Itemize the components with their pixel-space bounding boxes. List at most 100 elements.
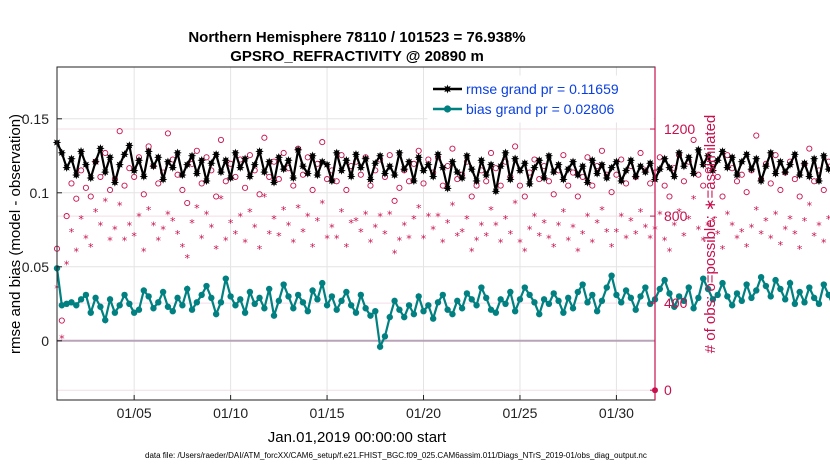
rmse-point [221,156,230,165]
obs-assimilated-point: * [782,224,788,237]
rmse-point [443,184,452,193]
right-axis-label: # of obs: o=possible; ∗=assimilated [702,115,719,354]
obs-possible-point [217,136,225,143]
bias-point [164,303,172,310]
rmse-point [269,178,279,187]
series-rmse [52,138,830,196]
bias-point [815,300,823,307]
rmse-point [655,164,665,174]
obs-assimilated-point: * [672,219,678,232]
rmse-point [588,156,597,165]
obs-assimilated-point: * [295,202,301,215]
rmse-point [154,153,163,162]
obs-possible-point [116,128,123,135]
rmse-point [57,148,67,158]
series-obs-assimilated: * * * * * * * * * * * * * * * * * * * * * * * * * * * * * * * * * * * * * * * *… [54,191,830,345]
rmse-point [718,147,727,156]
bias-point [265,285,273,293]
legend-box [427,75,654,123]
obs-assimilated-point: * [816,219,822,232]
obs-assimilated-point: * [204,208,210,221]
rmse-point [790,150,800,159]
rmse-point [419,166,428,175]
obs-assimilated-point: * [102,195,108,208]
obs-assimilated-point: * [590,237,596,250]
bias-point [77,296,85,303]
bias-point [550,290,557,297]
rmse-point [602,173,611,183]
obs-assimilated-point: * [643,221,649,234]
obs-assimilated-point: * [98,219,104,232]
bias-point [589,291,596,299]
right-tick-label: 400 [664,295,688,311]
rmse-point [67,154,76,163]
rmse-point [612,157,621,166]
bias-point [319,279,326,287]
rmse-point [173,148,182,158]
rmse-point [76,147,86,156]
rmse-point [674,148,684,158]
obs-assimilated-point: * [450,200,456,213]
obs-assimilated-point: * [141,245,147,258]
obs-assimilated-point: * [136,211,142,224]
obs-assimilated-point: * [749,221,755,234]
rmse-point [694,145,703,155]
rmse-point [727,153,737,162]
rmse-point [274,153,284,162]
obs-assimilated-point: * [604,226,610,239]
obs-assimilated-point: * [363,208,369,221]
obs-possible-point [261,134,268,141]
obs-assimilated-point: * [281,204,287,217]
obs-assimilated-point: * [213,243,219,256]
rmse-point [279,164,288,174]
bias-point [280,281,287,288]
obs-possible-point [164,130,171,137]
obs-assimilated-point: * [271,213,277,226]
rmse-point [139,172,149,181]
obs-possible-point [589,182,596,189]
obs-assimilated-point: * [319,198,325,211]
rmse-point [559,175,568,184]
obs-assimilated-point: * [474,235,480,248]
bias-point [58,302,66,309]
bias-point [757,273,765,281]
bias-point [97,303,104,310]
rmse-point [308,151,317,160]
bias-point [102,316,109,324]
bias-point [786,279,794,287]
obs-assimilated-point: * [276,230,282,243]
rmse-point [771,169,780,178]
bias-point [526,291,533,299]
obs-assimilated-point: * [527,224,533,237]
obs-assimilated-point: * [117,200,123,213]
obs-possible-point [454,176,461,183]
right-tick-label: 0 [664,382,672,398]
y-tick-label: 0.15 [22,111,49,127]
bias-point [439,291,447,299]
obs-possible-point [184,199,191,207]
bias-point [516,296,524,303]
bias-point [820,281,827,288]
bias-point [381,333,389,340]
bias-point [714,291,721,299]
rmse-point [240,154,250,163]
obs-possible-point [179,186,186,194]
rmse-point [621,166,631,175]
obs-possible-point [78,167,85,174]
obs-assimilated-point: * [691,193,697,206]
rmse-point [491,187,501,196]
bias-point [323,302,331,309]
rmse-point [293,145,303,155]
obs-possible-point [695,171,702,178]
bias-point [796,288,803,296]
bias-point [531,299,538,306]
rmse-point [819,151,828,160]
obs-assimilated-point: * [464,213,470,226]
legend-rmse-marker [443,84,452,94]
bias-point [540,296,548,303]
rmse-point [486,160,496,169]
obs-possible-point [700,182,707,189]
obs-assimilated-point: * [78,213,84,226]
chart-subtitle: GPSRO_REFRACTIVITY @ 20890 m [230,48,484,65]
bias-point [458,305,466,312]
